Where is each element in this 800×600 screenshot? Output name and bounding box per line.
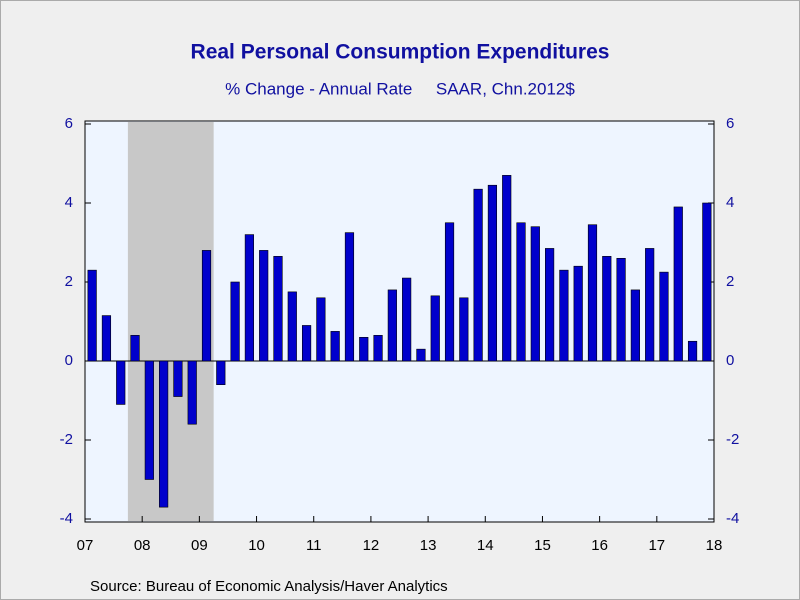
y2-tick-label: 2: [726, 273, 734, 290]
x-tick-label: 12: [363, 537, 380, 554]
bar: [101, 315, 112, 362]
bar: [387, 289, 397, 362]
x-tick-label: 16: [591, 537, 608, 554]
x-tick-label: 18: [706, 537, 723, 554]
bar: [301, 325, 312, 362]
bar: [187, 360, 197, 425]
bar: [516, 222, 526, 362]
y-tick-label: 0: [65, 352, 73, 369]
bar: [502, 175, 512, 362]
bar: [487, 184, 498, 362]
bar: [459, 297, 469, 362]
bar: [273, 256, 283, 362]
x-tick-label: 07: [77, 537, 94, 554]
y2-tick-label: -4: [726, 510, 739, 527]
bar: [316, 297, 326, 362]
bar: [116, 360, 126, 405]
bar: [602, 256, 612, 362]
bar: [373, 335, 383, 362]
bar: [159, 360, 169, 508]
x-tick-label: 15: [534, 537, 551, 554]
bar: [330, 331, 340, 362]
bar: [645, 248, 655, 362]
recession-shade: [127, 122, 214, 521]
chart-subtitle: % Change - Annual Rate SAAR, Chn.2012$: [225, 79, 575, 98]
source-note: Source: Bureau of Economic Analysis/Have…: [90, 578, 448, 595]
bar: [616, 257, 626, 362]
x-tick-label: 08: [134, 537, 151, 554]
bar: [673, 206, 683, 362]
bar: [244, 234, 254, 362]
bar: [416, 348, 426, 362]
y2-tick-label: -2: [726, 431, 739, 448]
bar: [359, 336, 369, 362]
bar: [216, 360, 226, 386]
bar: [587, 224, 598, 362]
bar: [559, 269, 569, 362]
bar: [545, 248, 555, 362]
bar: [630, 289, 640, 362]
x-tick-label: 14: [477, 537, 494, 554]
y-tick-label: 6: [65, 115, 73, 132]
bar: [87, 269, 97, 362]
bar: [144, 360, 154, 480]
bar: [402, 277, 412, 362]
bar: [444, 222, 455, 362]
bar: [130, 335, 140, 362]
y-tick-label: 4: [65, 194, 73, 211]
bar: [687, 340, 698, 362]
y2-tick-label: 0: [726, 352, 734, 369]
y2-tick-label: 4: [726, 194, 734, 211]
bar: [201, 250, 212, 362]
x-tick-label: 11: [306, 537, 322, 554]
y2-tick-label: 6: [726, 115, 734, 132]
x-tick-label: 10: [248, 537, 265, 554]
bar: [473, 188, 483, 362]
bar: [702, 202, 712, 362]
x-tick-label: 09: [191, 537, 208, 554]
bar: [430, 295, 440, 362]
chart-title: Real Personal Consumption Expenditures: [191, 41, 610, 64]
bar: [573, 265, 583, 362]
x-tick-label: 13: [420, 537, 437, 554]
bar: [173, 360, 183, 397]
bar: [259, 250, 269, 362]
x-tick-label: 17: [648, 537, 665, 554]
bar: [287, 291, 297, 362]
bar: [344, 232, 355, 362]
y-tick-label: -2: [60, 431, 73, 448]
y-tick-label: -4: [60, 510, 73, 527]
y-tick-label: 2: [65, 273, 73, 290]
bar: [230, 281, 240, 362]
bar: [659, 271, 669, 362]
bar: [530, 226, 540, 362]
